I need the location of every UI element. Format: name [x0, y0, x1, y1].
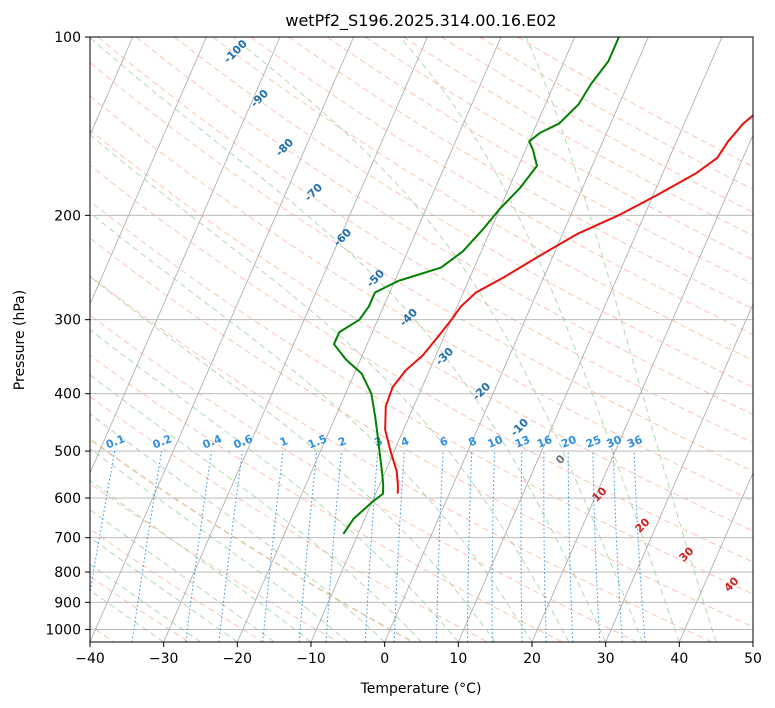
temperature-profile-line: [384, 114, 753, 494]
isotherm-line: [605, 302, 753, 642]
y-tick-label: 600: [54, 491, 81, 507]
mixing-ratio-label: 2: [336, 434, 348, 449]
isotherm-line: [163, 37, 428, 642]
dry-adiabat-line: [479, 37, 753, 190]
dry-adiabat-line: [90, 129, 753, 532]
moist-adiabat-line: [90, 563, 201, 642]
mixing-ratio-line: [131, 451, 163, 642]
profile-series: [333, 37, 753, 535]
moist-adiabat-line: [399, 37, 680, 642]
isobars: [90, 37, 753, 630]
y-tick-label: 300: [54, 313, 81, 329]
mixing-ratio-line: [325, 451, 343, 642]
x-tick-label: 10: [449, 651, 467, 667]
x-tick-label: 40: [670, 651, 688, 667]
moist-adiabat-line: [232, 37, 643, 642]
y-axis-ticks: 100 200 300 400 500 600 700 800 900 1000: [45, 30, 90, 638]
plot-frame: [89, 36, 754, 643]
mixing-ratio-label: 10: [486, 433, 505, 451]
y-tick-label: 700: [54, 531, 81, 547]
isotherm-line: [384, 37, 649, 642]
y-tick-label: 1000: [45, 622, 81, 638]
isotherm-line: [90, 37, 355, 642]
dry-adiabat-line: [212, 37, 753, 362]
x-tick-label: −30: [149, 651, 179, 667]
moist-adiabat-line: [525, 37, 717, 642]
mixing-ratio-line: [262, 451, 284, 642]
isotherm-line: [531, 133, 753, 642]
mixing-ratio-line: [185, 451, 213, 642]
background-lines: [90, 37, 753, 642]
y-tick-label: 100: [54, 30, 81, 46]
moist-adiabat-line: [90, 536, 238, 642]
x-axis-ticks: −40 −30 −20 −10 0 10 20 30 40 50: [75, 642, 762, 667]
plot-area: [90, 37, 753, 642]
mixing-ratio-line: [218, 451, 243, 642]
moist-adiabat-line: [90, 329, 459, 642]
mixing-ratio-label: 25: [584, 433, 603, 451]
y-tick-label: 400: [54, 387, 81, 403]
moist-adiabat-line: [90, 589, 164, 642]
moist-adiabat-line: [90, 134, 570, 642]
x-tick-label: −20: [223, 651, 253, 667]
moist-adiabat-line: [90, 479, 312, 642]
moist-adiabat-line: [90, 37, 607, 642]
isotherm-line: [678, 471, 753, 642]
x-tick-label: 50: [744, 651, 762, 667]
dry-adiabat-line: [90, 200, 753, 595]
mixing-ratio-label: 16: [535, 433, 554, 451]
mixing-ratio-label: 13: [513, 433, 532, 451]
y-axis-title: Pressure (hPa): [12, 290, 28, 390]
dry-adiabat-line: [517, 37, 753, 168]
dewpoint-profile-line: [333, 37, 620, 535]
mixing-ratio-label: 36: [625, 433, 644, 451]
dry-adiabat-line: [90, 62, 753, 472]
mixing-ratio-label: 30: [605, 433, 624, 451]
moist-adiabat-line: [90, 212, 533, 642]
y-tick-label: 500: [54, 444, 81, 460]
x-tick-label: 0: [380, 651, 389, 667]
y-tick-label: 900: [54, 595, 81, 611]
moist-adiabat-line: [90, 275, 496, 642]
isotherm-line: [236, 37, 502, 642]
dry-adiabat-line: [90, 237, 753, 628]
mixing-ratio-label: 20: [559, 433, 578, 451]
isotherm-line: [310, 37, 576, 642]
isotherm-line: [90, 37, 281, 475]
isotherm-line: [457, 37, 723, 642]
dry-adiabat-line: [403, 37, 753, 237]
isotherms: [90, 37, 753, 642]
dry-adiabat-line: [90, 314, 638, 642]
dry-adiabat-line: [174, 37, 753, 388]
chart-title: wetPf2_S196.2025.314.00.16.E02: [285, 11, 556, 31]
mixing-ratio-label: 8: [466, 434, 478, 449]
dry-adiabat-line: [288, 37, 753, 310]
mixing-ratio-lines: [90, 451, 646, 642]
y-tick-label: 200: [54, 208, 81, 224]
x-tick-label: −40: [75, 651, 105, 667]
moist-adiabat-line: [90, 509, 275, 642]
x-tick-label: −10: [296, 651, 326, 667]
y-tick-label: 800: [54, 565, 81, 581]
mixing-ratio-label: 1: [278, 434, 290, 449]
isotherm-line: [90, 37, 207, 306]
x-tick-label: 20: [523, 651, 541, 667]
dry-adiabat-line: [90, 354, 563, 642]
x-axis-title: Temperature (°C): [360, 681, 482, 697]
moist-adiabats: [90, 37, 717, 642]
x-tick-label: 30: [597, 651, 615, 667]
mixing-ratio-line: [298, 451, 318, 642]
dry-adiabat-line: [97, 37, 753, 444]
